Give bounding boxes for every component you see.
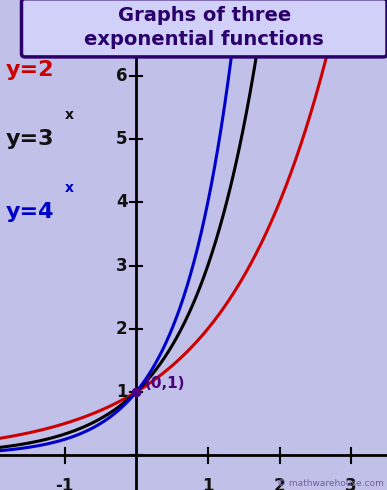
Text: 6: 6 <box>116 67 128 85</box>
Text: © mathwarehouse.com: © mathwarehouse.com <box>277 479 384 488</box>
Text: 2: 2 <box>274 477 285 490</box>
Text: y=3: y=3 <box>6 129 54 149</box>
Text: -1: -1 <box>55 477 74 490</box>
Text: y=2: y=2 <box>6 60 54 79</box>
Text: 4: 4 <box>116 194 128 211</box>
Text: 1: 1 <box>202 477 214 490</box>
Text: (0,1): (0,1) <box>145 376 185 391</box>
Text: 3: 3 <box>116 257 128 274</box>
Text: x: x <box>65 39 74 52</box>
Text: 2: 2 <box>116 320 128 338</box>
FancyBboxPatch shape <box>22 0 387 57</box>
Text: Graphs of three: Graphs of three <box>118 6 291 25</box>
Text: exponential functions: exponential functions <box>84 30 324 49</box>
Text: x: x <box>65 108 74 122</box>
Text: x: x <box>65 181 74 195</box>
Text: y=4: y=4 <box>6 202 54 222</box>
Text: 3: 3 <box>345 477 357 490</box>
Text: 1: 1 <box>116 383 128 401</box>
Text: 5: 5 <box>116 130 128 148</box>
